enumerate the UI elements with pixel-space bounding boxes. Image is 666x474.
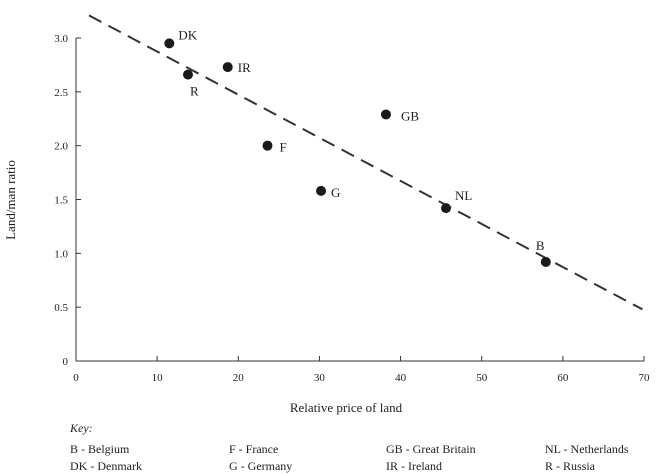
y-axis-label: Land/man ratio (3, 160, 18, 240)
y-tick-label: 1.5 (54, 195, 68, 207)
point-label-g: G (331, 185, 340, 200)
data-point-ir (222, 62, 233, 73)
key-entry-ireland: IR - Ireland (386, 459, 442, 473)
key-entry-netherlands: NL - Netherlands (545, 442, 629, 456)
x-ticks: 0 10 20 30 40 50 60 70 (73, 356, 650, 384)
x-tick-label: 50 (476, 372, 488, 384)
x-tick-label: 10 (152, 372, 164, 384)
key-title: Key: (69, 421, 93, 435)
data-point-f (262, 140, 273, 151)
y-tick-label: 1.0 (54, 248, 68, 260)
data-point-gb (380, 109, 391, 120)
key-entry-germany: G - Germany (229, 459, 292, 473)
trend-line (88, 14, 643, 311)
y-tick-label: 3.0 (54, 33, 68, 45)
data-points: DK R IR F G GB NL B (164, 27, 551, 267)
key-entry-france: F - France (229, 442, 278, 456)
x-tick-label: 20 (233, 372, 245, 384)
y-tick-label: 0.5 (54, 302, 68, 314)
x-tick-label: 40 (395, 372, 407, 384)
y-tick-label: 2.0 (54, 141, 68, 153)
point-label-b: B (536, 238, 545, 253)
data-point-dk (164, 38, 175, 49)
y-ticks: 0 0.5 1.0 1.5 2.0 2.5 3.0 (54, 33, 81, 368)
y-tick-label: 0 (63, 356, 69, 368)
data-point-r (182, 69, 193, 80)
axes (75, 38, 644, 362)
point-label-r: R (190, 84, 199, 99)
x-tick-label: 0 (73, 372, 79, 384)
key-entry-denmark: DK - Denmark (70, 459, 142, 473)
point-label-nl: NL (455, 188, 472, 203)
data-point-b (540, 256, 551, 267)
x-axis-label: Relative price of land (290, 400, 403, 415)
point-label-f: F (279, 140, 286, 155)
x-tick-label: 30 (314, 372, 326, 384)
data-point-g (316, 185, 327, 196)
point-label-gb: GB (401, 108, 419, 123)
key: Key: B - Belgium DK - Denmark F - France… (69, 421, 629, 473)
point-label-ir: IR (238, 60, 251, 75)
key-entry-belgium: B - Belgium (70, 442, 130, 456)
x-tick-label: 60 (557, 372, 569, 384)
key-entry-russia: R - Russia (545, 459, 596, 473)
y-tick-label: 2.5 (54, 87, 68, 99)
key-entry-great-britain: GB - Great Britain (386, 442, 476, 456)
point-label-dk: DK (178, 27, 197, 42)
data-point-nl (441, 203, 452, 214)
x-tick-label: 70 (639, 372, 651, 384)
